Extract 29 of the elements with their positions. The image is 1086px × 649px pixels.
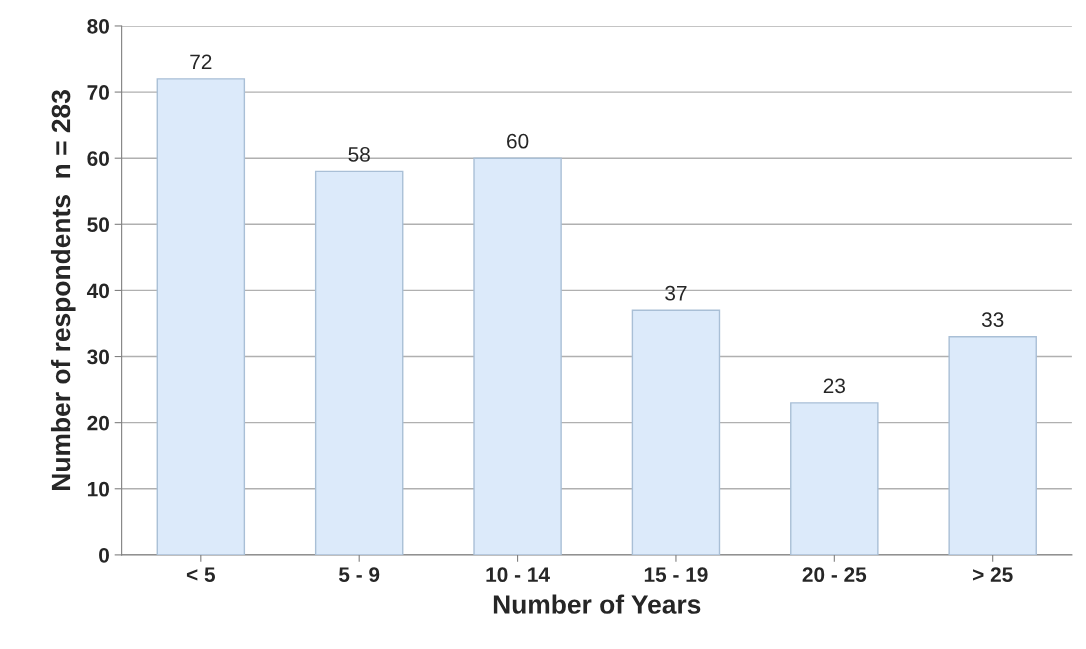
x-tick-label: 15 - 19 — [644, 567, 708, 582]
y-tick-label: 70 — [87, 85, 109, 100]
bar — [948, 336, 1037, 555]
y-tick-label: 40 — [86, 283, 109, 299]
y-tick-label: 10 — [87, 481, 109, 497]
y-tick-label: 50 — [87, 217, 109, 233]
data-label: 33 — [981, 312, 1004, 328]
data-label: 60 — [507, 133, 529, 149]
x-tick-label: 20 - 25 — [802, 567, 867, 582]
x-axis-title: Number of Years — [493, 594, 701, 614]
data-label: 72 — [190, 54, 212, 69]
y-tick-label: 20 — [87, 415, 109, 431]
bar — [156, 78, 246, 555]
y-tick-label: 80 — [87, 18, 109, 34]
y-tick-label: 60 — [87, 151, 109, 166]
x-tick-label: 5 - 9 — [338, 567, 380, 582]
y-tick-label: 0 — [99, 547, 109, 563]
bar — [631, 309, 721, 555]
x-tick-label: > 25 — [973, 567, 1013, 582]
y-axis-title: Number of respondents n = 283 — [50, 90, 76, 490]
data-label: 37 — [665, 285, 687, 301]
x-tick-label: 10 - 14 — [486, 567, 550, 582]
bar — [473, 157, 562, 555]
y-tick-label: 30 — [87, 349, 109, 365]
bar — [790, 402, 879, 555]
x-tick-label: < 5 — [186, 567, 216, 582]
data-label: 58 — [348, 146, 370, 162]
data-label: 23 — [823, 378, 845, 394]
bar — [314, 170, 404, 555]
